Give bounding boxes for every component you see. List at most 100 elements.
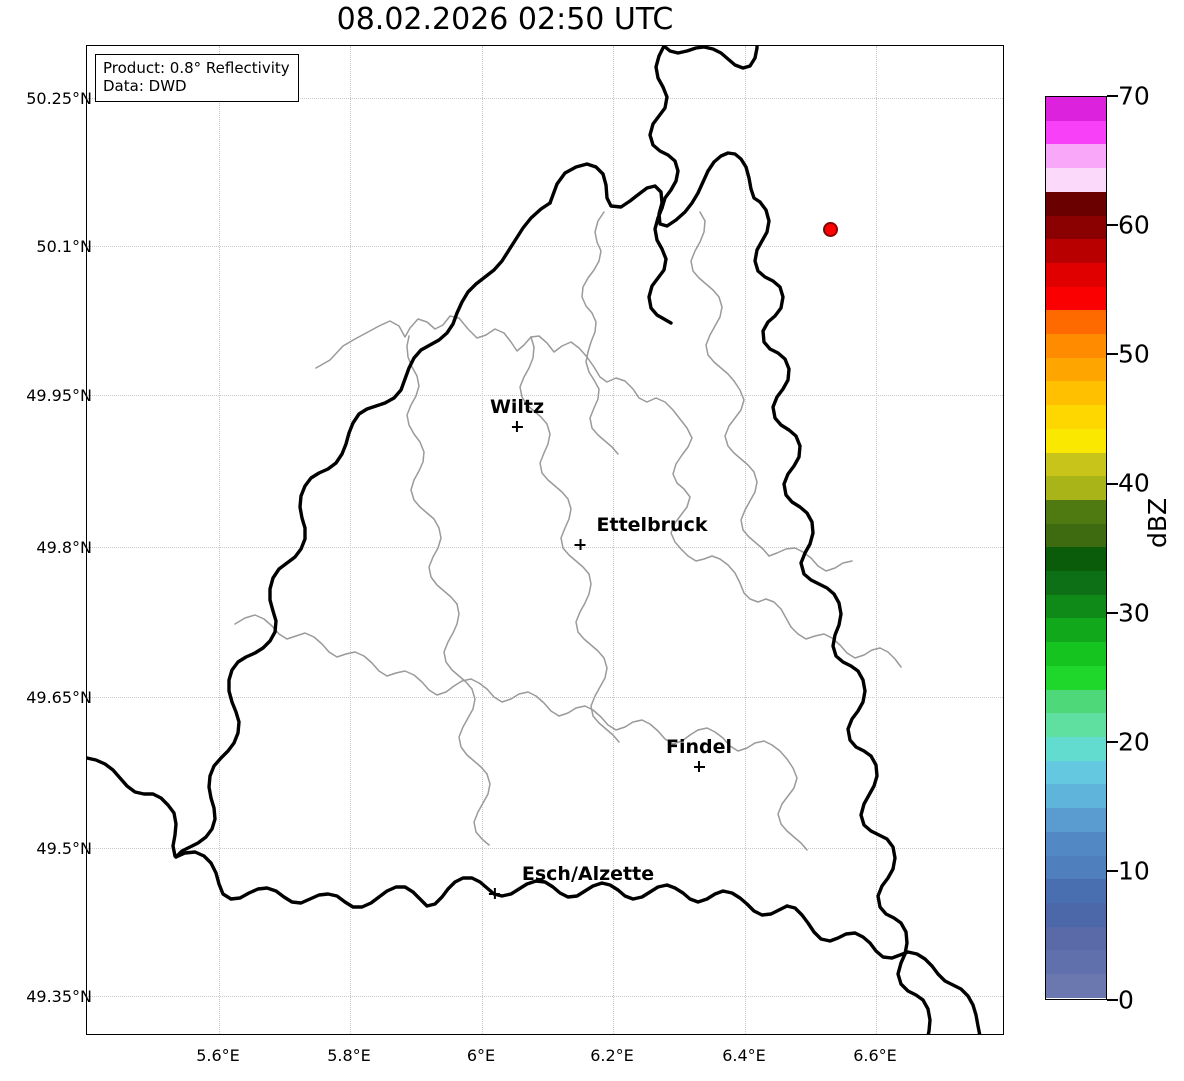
y-axis-tick: 50.1°N <box>36 237 92 256</box>
colorbar-tick-label: 10 <box>1118 856 1150 886</box>
city-label-findel: Findel <box>666 738 732 772</box>
city-name: Findel <box>665 736 733 758</box>
colorbar-tick-label: 50 <box>1118 339 1150 369</box>
map-plot-area[interactable]: Product: 0.8° Reflectivity Data: DWD Wil… <box>86 45 1004 1035</box>
radar-echo-cell[interactable] <box>823 222 838 237</box>
colorbar-band <box>1046 144 1106 169</box>
moselle-border-detail <box>647 206 673 325</box>
info-data-line: Data: DWD <box>103 77 187 96</box>
colorbar-band <box>1046 784 1106 809</box>
colorbar-band <box>1046 120 1106 145</box>
colorbar-band <box>1046 855 1106 880</box>
gridline-lon <box>350 46 352 1034</box>
colorbar-band <box>1046 523 1106 548</box>
gridline-lat <box>87 697 1003 699</box>
colorbar-tick-mark <box>1107 224 1118 227</box>
colorbar-tick-label: 70 <box>1118 81 1150 111</box>
colorbar-band <box>1046 713 1106 737</box>
y-axis-tick: 49.95°N <box>26 386 92 405</box>
gridline-lon <box>482 46 484 1034</box>
colorbar-tick-mark <box>1107 95 1118 98</box>
gridline-lat <box>87 98 1003 100</box>
city-name: Ettelbruck <box>596 514 708 536</box>
x-axis-tick: 6.6°E <box>853 1046 897 1065</box>
x-axis-tick: 6°E <box>466 1046 496 1065</box>
colorbar-band <box>1046 879 1106 903</box>
gridline-lat <box>87 996 1003 998</box>
colorbar-band <box>1046 760 1106 785</box>
colorbar-band <box>1046 547 1106 572</box>
colorbar-band <box>1046 405 1106 429</box>
internal-boundaries <box>234 211 902 851</box>
colorbar-band <box>1046 689 1106 714</box>
x-axis-tick: 5.8°E <box>327 1046 371 1065</box>
colorbar-band <box>1046 97 1106 121</box>
colorbar-tick-label: 20 <box>1118 727 1150 757</box>
neighbour-country-borders <box>87 46 759 858</box>
gridline-lat <box>87 848 1003 850</box>
page-title: 08.02.2026 02:50 UTC <box>336 2 674 37</box>
gridline-lat <box>87 395 1003 397</box>
map-borders-layer <box>87 46 982 1034</box>
colorbar-band <box>1046 168 1106 192</box>
y-axis-tick: 49.65°N <box>26 688 92 707</box>
colorbar-band <box>1046 476 1106 500</box>
colorbar-band <box>1046 808 1106 832</box>
colorbar-band <box>1046 974 1106 998</box>
x-axis-tick: 6.4°E <box>722 1046 766 1065</box>
colorbar-band <box>1046 618 1106 643</box>
colorbar-band <box>1046 902 1106 927</box>
gridline-lat <box>87 246 1003 248</box>
city-marker-icon <box>511 421 523 432</box>
city-label-esch-alzette: Esch/Alzette <box>488 863 655 899</box>
y-axis-tick: 50.25°N <box>26 89 92 108</box>
colorbar-tick-mark <box>1107 482 1118 485</box>
y-axis-tick: 49.5°N <box>36 839 92 858</box>
gridline-lon <box>219 46 221 1034</box>
colorbar-tick-mark <box>1107 611 1118 614</box>
colorbar-band <box>1046 215 1106 240</box>
info-legend-box: Product: 0.8° Reflectivity Data: DWD <box>95 54 299 102</box>
info-product-line: Product: 0.8° Reflectivity <box>103 59 290 77</box>
city-label-ettelbruck: Ettelbruck <box>574 514 708 550</box>
colorbar-band <box>1046 191 1106 216</box>
colorbar-tick-label: 60 <box>1118 210 1150 240</box>
city-marker-icon <box>488 888 500 899</box>
colorbar-band <box>1046 286 1106 311</box>
colorbar-tick-mark <box>1107 740 1118 743</box>
colorbar-tick-label: 40 <box>1118 468 1150 498</box>
city-name: Esch/Alzette <box>521 863 655 885</box>
colorbar-band <box>1046 452 1106 477</box>
y-axis-tick: 49.35°N <box>26 987 92 1006</box>
gridline-lon <box>876 46 878 1034</box>
colorbar-band <box>1046 642 1106 666</box>
gridline-lat <box>87 547 1003 549</box>
colorbar-band <box>1046 310 1106 335</box>
colorbar-band <box>1046 571 1106 595</box>
colorbar-tick-mark <box>1107 353 1118 356</box>
colorbar-band <box>1046 665 1106 690</box>
colorbar-band <box>1046 926 1106 951</box>
colorbar-band <box>1046 381 1106 406</box>
city-marker-icon <box>574 539 586 550</box>
colorbar-band <box>1046 428 1106 453</box>
colorbar-axis-label: dBZ <box>1143 497 1172 548</box>
city-name: Wiltz <box>489 396 545 418</box>
colorbar-band <box>1046 594 1106 619</box>
colorbar-band <box>1046 831 1106 856</box>
colorbar-band <box>1046 262 1106 287</box>
x-axis-tick: 6.2°E <box>590 1046 634 1065</box>
colorbar[interactable] <box>1045 96 1107 1000</box>
y-axis-tick: 49.8°N <box>36 538 92 557</box>
colorbar-band <box>1046 334 1106 358</box>
gridline-lon <box>745 46 747 1034</box>
luxembourg-national-border <box>174 151 982 1034</box>
city-marker-icon <box>693 761 705 772</box>
colorbar-band <box>1046 357 1106 382</box>
colorbar-band <box>1046 499 1106 524</box>
colorbar-tick-label: 0 <box>1118 985 1134 1015</box>
colorbar-tick-mark <box>1107 870 1118 873</box>
colorbar-tick-mark <box>1107 999 1118 1002</box>
colorbar-band <box>1046 736 1106 761</box>
